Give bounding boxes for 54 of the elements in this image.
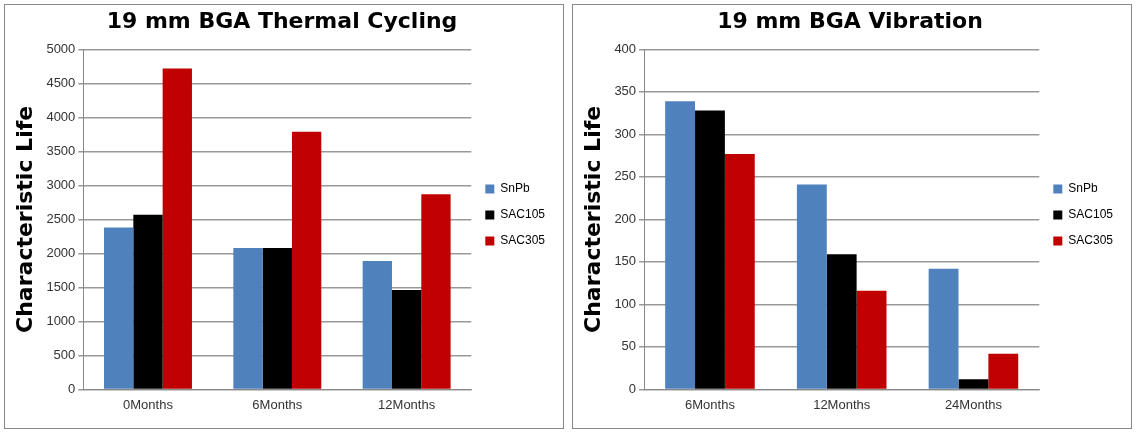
y-tick-label: 0 [628,380,637,396]
bar [133,214,163,389]
y-tick-label: 300 [614,125,637,141]
y-tick-label: 0 [68,380,76,396]
y-tick-label: 2500 [46,210,76,226]
bar [104,227,134,389]
bar [391,290,422,389]
y-tick-label: 4500 [46,74,76,90]
bar [162,68,192,389]
y-tick-label: 150 [614,253,637,269]
y-axis-title: Characteristic Life [579,105,605,333]
y-tick-label: 3000 [46,176,76,192]
bar [988,353,1019,389]
y-tick-label: 1500 [46,278,76,294]
bar [291,131,322,389]
bar [362,260,392,389]
legend-label: SnPb [500,181,530,196]
x-tick-label: 24Months [944,396,1003,412]
bar [421,194,451,389]
x-tick-label: 12Months [813,396,871,412]
chart-title: 19 mm BGA Thermal Cycling [106,7,458,33]
y-tick-label: 1000 [46,312,76,328]
x-tick-label: 0Months [123,396,174,412]
legend-label: SAC305 [1068,233,1114,248]
chart-title: 19 mm BGA Vibration [717,7,983,33]
bar [796,184,827,389]
bar [856,290,887,389]
bar [695,110,725,389]
y-tick-label: 2000 [46,244,76,260]
y-tick-label: 50 [621,338,637,354]
y-axis-title: Characteristic Life [11,105,37,333]
y-tick-label: 250 [614,168,637,184]
x-tick-label: 12Months [378,396,436,412]
y-tick-label: 4000 [46,108,76,124]
y-tick-label: 3500 [46,142,76,158]
legend-label: SAC105 [1068,207,1114,222]
y-tick-label: 400 [614,40,637,56]
y-tick-label: 200 [614,210,637,226]
bar [233,247,263,389]
legend-label: SnPb [1068,181,1098,196]
bar [928,268,959,389]
bar [262,247,292,389]
bar [826,254,857,389]
bar [724,153,755,389]
bar [665,101,696,389]
bar [958,379,989,389]
y-tick-label: 100 [614,295,637,311]
x-tick-label: 6Months [685,396,736,412]
y-tick-label: 350 [614,83,637,99]
y-tick-label: 500 [53,346,76,362]
legend-label: SAC105 [500,207,546,222]
legend-label: SAC305 [500,233,546,248]
y-tick-label: 5000 [46,40,76,56]
x-tick-label: 6Months [252,396,303,412]
